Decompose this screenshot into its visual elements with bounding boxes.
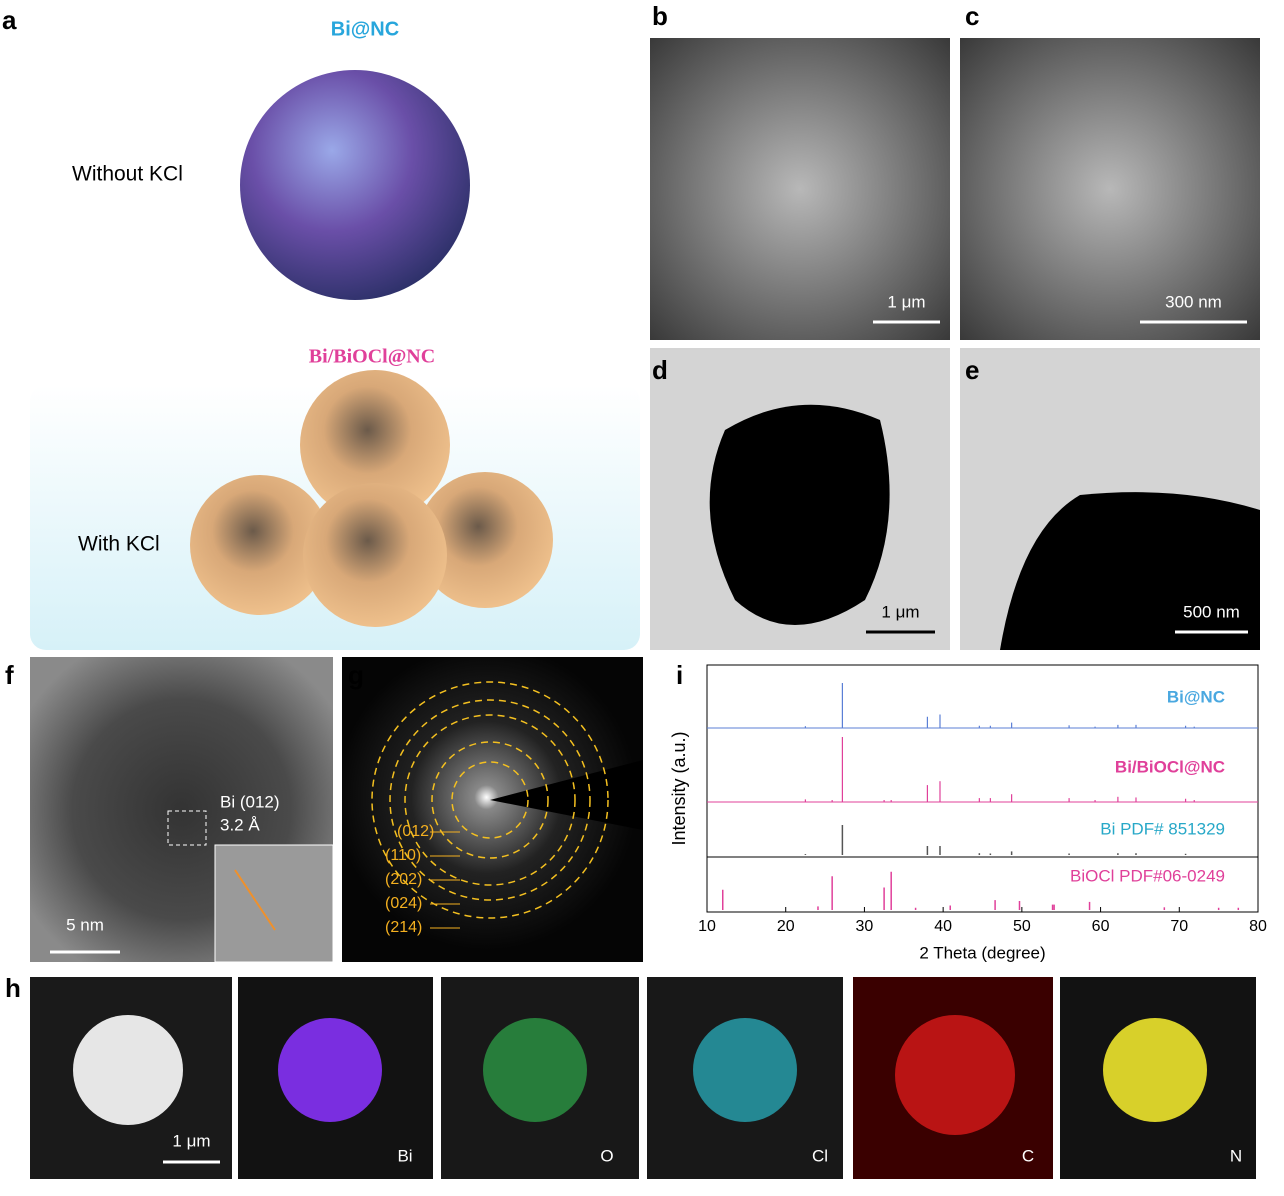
x-tick-label: 40 [934,918,952,935]
n-map [1103,1018,1207,1122]
label: With KCl [78,533,160,556]
scale-label: 500 nm [1183,602,1240,621]
ring-label: (012) [397,823,434,840]
scale-label: 1 μm [887,292,925,311]
diffraction-rings [371,681,609,919]
x-tick-label: 80 [1249,918,1267,935]
scale-label: 5 nm [66,915,104,934]
c-map [895,1015,1015,1135]
ring-label: (110) [385,847,421,864]
panel-label: c [965,1,979,31]
title: Bi/BiOCl@NC [309,346,435,368]
panel-label: i [676,660,683,690]
x-tick-label: 70 [1170,918,1188,935]
title: Bi@NC [331,18,399,40]
particle [73,1015,183,1125]
panel-label: f [5,660,14,690]
ring-label: (024) [385,895,422,912]
bi-nc-illustration [240,70,470,300]
cl-map [693,1018,797,1122]
scale-label: 300 nm [1165,292,1222,311]
label: Without KCl [72,163,183,186]
panel-label: e [965,355,979,385]
x-tick-label: 60 [1092,918,1110,935]
series-label: Bi@NC [1167,687,1225,706]
particle [709,404,890,625]
scale-label: 1 μm [881,602,919,621]
element-label: Bi [397,1146,412,1165]
ring-label: (202) [385,871,422,888]
inset-fft [214,844,334,963]
lattice-marker [234,869,276,931]
x-tick-label: 30 [856,918,874,935]
x-tick-label: 20 [777,918,795,935]
series-label: Bi/BiOCl@NC [1115,757,1225,776]
series-label: BiOCl PDF#06-0249 [1070,866,1225,885]
flower-sphere [303,483,447,627]
panel-label: b [652,1,668,31]
element-label: O [600,1146,613,1165]
series-label: Bi PDF# 851329 [1100,819,1225,838]
annotation: Bi (012) [220,792,280,811]
panel-label: d [652,355,668,385]
element-label: Cl [812,1146,828,1165]
particle [1000,492,1260,650]
o-map [483,1018,587,1122]
plot-frame [706,664,1259,913]
x-axis-label: 2 Theta (degree) [919,943,1045,962]
ring-label: (214) [385,919,422,936]
panel-label: g [348,660,364,690]
sem-image [650,38,950,340]
flower-sphere [300,370,450,520]
sem-image [960,38,1260,340]
element-label: C [1022,1146,1034,1165]
scale-label: 1 μm [172,1131,210,1150]
panel-label: a [2,5,17,35]
panel-label: h [5,973,21,1003]
flower-sphere [417,472,553,608]
annotation: 3.2 Å [220,815,260,834]
y-axis-label: Intensity (a.u.) [669,731,689,845]
flower-sphere [190,475,330,615]
bi-map [278,1018,382,1122]
x-tick-label: 50 [1013,918,1031,935]
beam-stop [490,760,643,830]
x-tick-label: 10 [698,918,716,935]
selection-box [167,810,207,846]
element-label: N [1230,1146,1242,1165]
